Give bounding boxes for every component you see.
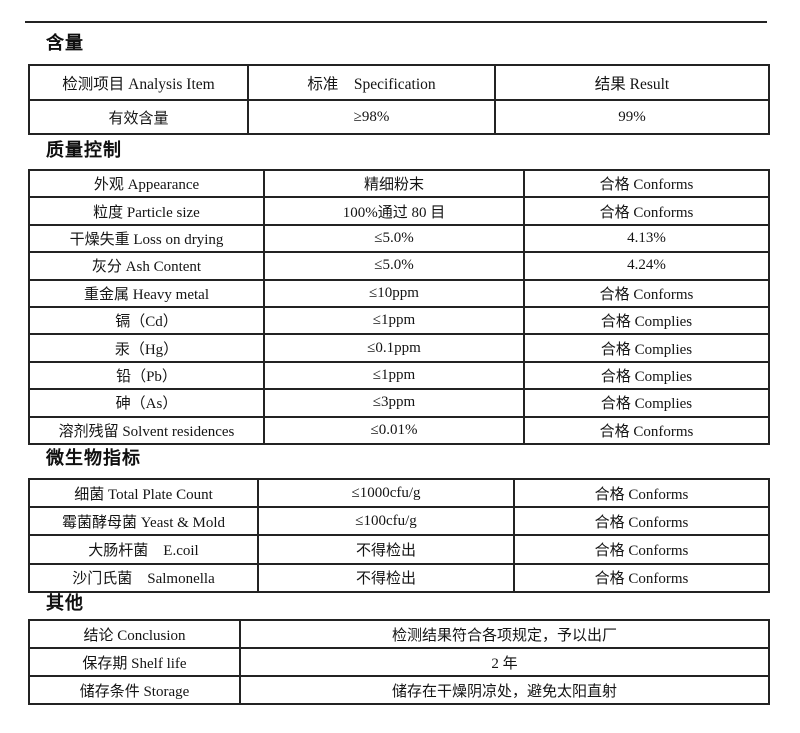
table-row: 砷（As） ≤3ppm 合格 Complies (28, 388, 770, 418)
specification-cell: ≤1000cfu/g (257, 477, 515, 509)
result-cell: 合格 Conforms (513, 477, 770, 509)
specification-cell: 精细粉末 (263, 168, 525, 199)
analysis-item-cell: 细菌 Total Plate Count (28, 477, 259, 509)
table-row: 粒度 Particle size 100%通过 80 目 合格 Conforms (28, 196, 770, 226)
table-row: 储存条件 Storage 储存在干燥阴凉处，避免太阳直射 (28, 675, 770, 705)
result-cell: 合格 Conforms (523, 415, 770, 445)
result-cell: 2 年 (239, 647, 770, 677)
table-row: 镉（Cd） ≤1ppm 合格 Complies (28, 305, 770, 336)
result-cell: 合格 Conforms (523, 168, 770, 199)
analysis-item-cell: 霉菌酵母菌 Yeast & Mold (28, 506, 259, 537)
section-title-content: 含量 (46, 33, 84, 53)
result-cell: 合格 Complies (523, 360, 770, 391)
specification-cell: ≤1ppm (263, 305, 525, 336)
result-cell: 检测结果符合各项规定，予以出厂 (239, 619, 770, 649)
table-row: 结论 Conclusion 检测结果符合各项规定，予以出厂 (28, 619, 770, 649)
table-row: 干燥失重 Loss on drying ≤5.0% 4.13% (28, 223, 770, 254)
specification-cell: 不得检出 (257, 562, 515, 593)
table-row: 有效含量 ≥98% 99% (28, 99, 770, 135)
top-divider-rule (25, 21, 767, 23)
table-row: 外观 Appearance 精细粉末 合格 Conforms (28, 168, 770, 199)
result-cell: 99% (494, 99, 770, 135)
specification-cell: ≤10ppm (263, 278, 525, 308)
result-cell: 合格 Complies (523, 305, 770, 336)
analysis-item-cell: 重金属 Heavy metal (28, 278, 265, 308)
analysis-item-cell: 大肠杆菌 E.coil (28, 534, 259, 565)
result-cell: 合格 Complies (523, 388, 770, 418)
specification-cell: ≤5.0% (263, 251, 525, 281)
quality-control-table: 外观 Appearance 精细粉末 合格 Conforms 粒度 Partic… (28, 168, 770, 445)
section-title-microbiological: 微生物指标 (46, 448, 141, 468)
specification-cell: ≥98% (247, 99, 496, 135)
result-cell: 4.24% (523, 251, 770, 281)
table-header-row: 检测项目 Analysis Item 标准 Specification 结果 R… (28, 64, 770, 101)
analysis-item-cell: 有效含量 (28, 99, 249, 135)
other-info-table: 结论 Conclusion 检测结果符合各项规定，予以出厂 保存期 Shelf … (28, 619, 770, 705)
analysis-item-cell: 灰分 Ash Content (28, 251, 265, 281)
analysis-item-cell: 铅（Pb） (28, 360, 265, 391)
table-row: 细菌 Total Plate Count ≤1000cfu/g 合格 Confo… (28, 477, 770, 509)
result-cell: 合格 Conforms (513, 506, 770, 537)
analysis-item-cell: 沙门氏菌 Salmonella (28, 562, 259, 593)
analysis-item-cell: 溶剂残留 Solvent residences (28, 415, 265, 445)
specification-cell: 不得检出 (257, 534, 515, 565)
specification-cell: ≤0.01% (263, 415, 525, 445)
analysis-item-cell: 外观 Appearance (28, 168, 265, 199)
analysis-item-cell: 镉（Cd） (28, 305, 265, 336)
result-cell: 合格 Complies (523, 333, 770, 363)
result-cell: 合格 Conforms (513, 562, 770, 593)
table-row: 大肠杆菌 E.coil 不得检出 合格 Conforms (28, 534, 770, 565)
result-cell: 合格 Conforms (523, 196, 770, 226)
specification-cell: 100%通过 80 目 (263, 196, 525, 226)
specification-cell: ≤5.0% (263, 223, 525, 254)
content-table: 检测项目 Analysis Item 标准 Specification 结果 R… (28, 64, 770, 135)
analysis-item-cell: 结论 Conclusion (28, 619, 241, 649)
result-cell: 4.13% (523, 223, 770, 254)
specification-header: 标准 Specification (247, 64, 496, 101)
specification-cell: ≤100cfu/g (257, 506, 515, 537)
table-row: 铅（Pb） ≤1ppm 合格 Complies (28, 360, 770, 391)
table-row: 汞（Hg） ≤0.1ppm 合格 Complies (28, 333, 770, 363)
analysis-item-cell: 砷（As） (28, 388, 265, 418)
table-row: 重金属 Heavy metal ≤10ppm 合格 Conforms (28, 278, 770, 308)
table-row: 灰分 Ash Content ≤5.0% 4.24% (28, 251, 770, 281)
result-cell: 储存在干燥阴凉处，避免太阳直射 (239, 675, 770, 705)
analysis-item-cell: 储存条件 Storage (28, 675, 241, 705)
specification-cell: ≤1ppm (263, 360, 525, 391)
table-row: 溶剂残留 Solvent residences ≤0.01% 合格 Confor… (28, 415, 770, 445)
analysis-item-cell: 保存期 Shelf life (28, 647, 241, 677)
result-cell: 合格 Conforms (523, 278, 770, 308)
table-row: 霉菌酵母菌 Yeast & Mold ≤100cfu/g 合格 Conforms (28, 506, 770, 537)
result-header: 结果 Result (494, 64, 770, 101)
table-row: 保存期 Shelf life 2 年 (28, 647, 770, 677)
analysis-item-cell: 粒度 Particle size (28, 196, 265, 226)
table-row: 沙门氏菌 Salmonella 不得检出 合格 Conforms (28, 562, 770, 593)
analysis-item-cell: 干燥失重 Loss on drying (28, 223, 265, 254)
result-cell: 合格 Conforms (513, 534, 770, 565)
section-title-other: 其他 (46, 593, 84, 613)
analysis-item-header: 检测项目 Analysis Item (28, 64, 249, 101)
specification-cell: ≤3ppm (263, 388, 525, 418)
microbiological-table: 细菌 Total Plate Count ≤1000cfu/g 合格 Confo… (28, 477, 770, 593)
analysis-item-cell: 汞（Hg） (28, 333, 265, 363)
specification-cell: ≤0.1ppm (263, 333, 525, 363)
section-title-quality-control: 质量控制 (46, 140, 122, 160)
